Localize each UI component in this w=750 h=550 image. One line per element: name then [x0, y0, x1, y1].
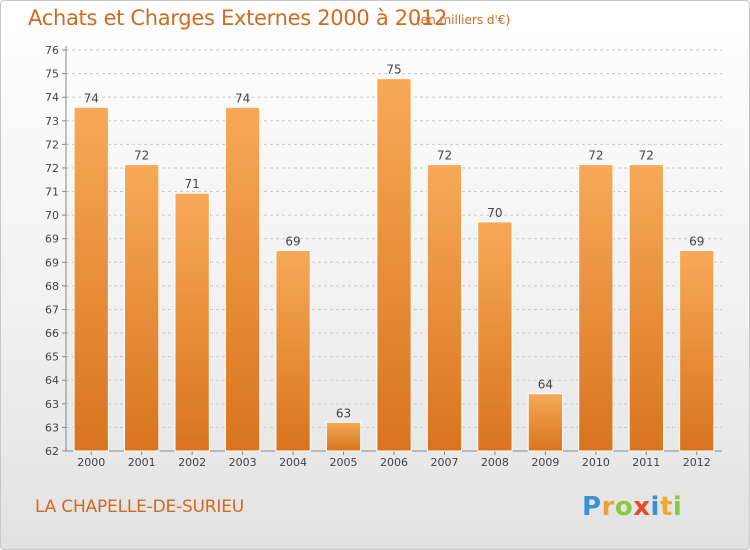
data-label-2001: 72	[134, 149, 149, 163]
bar-2011	[628, 164, 664, 452]
bar-2005	[325, 421, 362, 452]
y-tick-label: 64	[45, 374, 59, 387]
x-tick-label: 2001	[128, 456, 156, 469]
y-tick-label: 62	[45, 445, 59, 458]
bar-2000	[73, 106, 109, 452]
bar-2001	[124, 164, 160, 452]
bar-2008	[477, 221, 513, 452]
svg-text:Proxiti: Proxiti	[582, 492, 682, 522]
y-tick-label: 74	[45, 91, 59, 104]
y-tick-label: 73	[45, 115, 59, 128]
data-label-2006: 75	[386, 63, 401, 77]
x-tick-label: 2010	[582, 456, 610, 469]
x-tick-label: 2012	[683, 456, 711, 469]
data-label-2004: 69	[285, 235, 300, 249]
y-tick-label: 70	[45, 209, 59, 222]
x-tick-label: 2006	[380, 456, 408, 469]
y-tick-label: 67	[45, 303, 59, 316]
proxiti-logo: Proxiti	[582, 492, 682, 522]
bar-2004	[275, 250, 311, 452]
bar-2007	[426, 164, 463, 452]
data-label-2002: 71	[185, 177, 200, 191]
data-label-2005: 63	[336, 406, 351, 420]
x-tick-label: 2007	[430, 456, 458, 469]
data-label-2003: 74	[235, 91, 250, 105]
y-tick-label: 66	[45, 327, 59, 340]
bar-2006	[376, 78, 412, 452]
data-label-2012: 69	[689, 235, 704, 249]
chart-unit-label: (en milliers d'€)	[416, 13, 511, 27]
y-tick-label: 69	[45, 233, 59, 246]
bar-2002	[174, 192, 210, 452]
y-tick-label: 65	[45, 351, 59, 364]
x-tick-label: 2005	[330, 456, 358, 469]
x-tick-label: 2008	[481, 456, 509, 469]
y-tick-label: 75	[45, 68, 59, 81]
y-tick-label: 69	[45, 256, 59, 269]
x-tick-label: 2009	[531, 456, 559, 469]
y-tick-label: 68	[45, 280, 59, 293]
x-tick-label: 2004	[279, 456, 307, 469]
data-label-2008: 70	[487, 206, 502, 220]
y-tick-label: 71	[45, 186, 59, 199]
y-tick-label: 72	[45, 138, 59, 151]
town-name: LA CHAPELLE-DE-SURIEU	[35, 497, 244, 517]
chart-title: Achats et Charges Externes 2000 à 2012	[28, 6, 448, 30]
data-label-2007: 72	[437, 149, 452, 163]
x-tick-label: 2011	[632, 456, 660, 469]
data-label-2011: 72	[639, 149, 654, 163]
x-tick-label: 2002	[178, 456, 206, 469]
y-tick-label: 63	[45, 421, 59, 434]
x-tick-label: 2003	[229, 456, 257, 469]
y-tick-label: 63	[45, 398, 59, 411]
bar-2012	[679, 250, 715, 452]
bar-2003	[224, 106, 261, 452]
data-label-2010: 72	[588, 149, 603, 163]
data-label-2000: 74	[84, 91, 99, 105]
bar-2010	[578, 164, 614, 452]
x-tick-label: 2000	[77, 456, 105, 469]
bar-2009	[527, 393, 564, 452]
data-label-2009: 64	[538, 378, 553, 392]
y-tick-label: 72	[45, 162, 59, 175]
y-tick-label: 76	[45, 44, 59, 57]
